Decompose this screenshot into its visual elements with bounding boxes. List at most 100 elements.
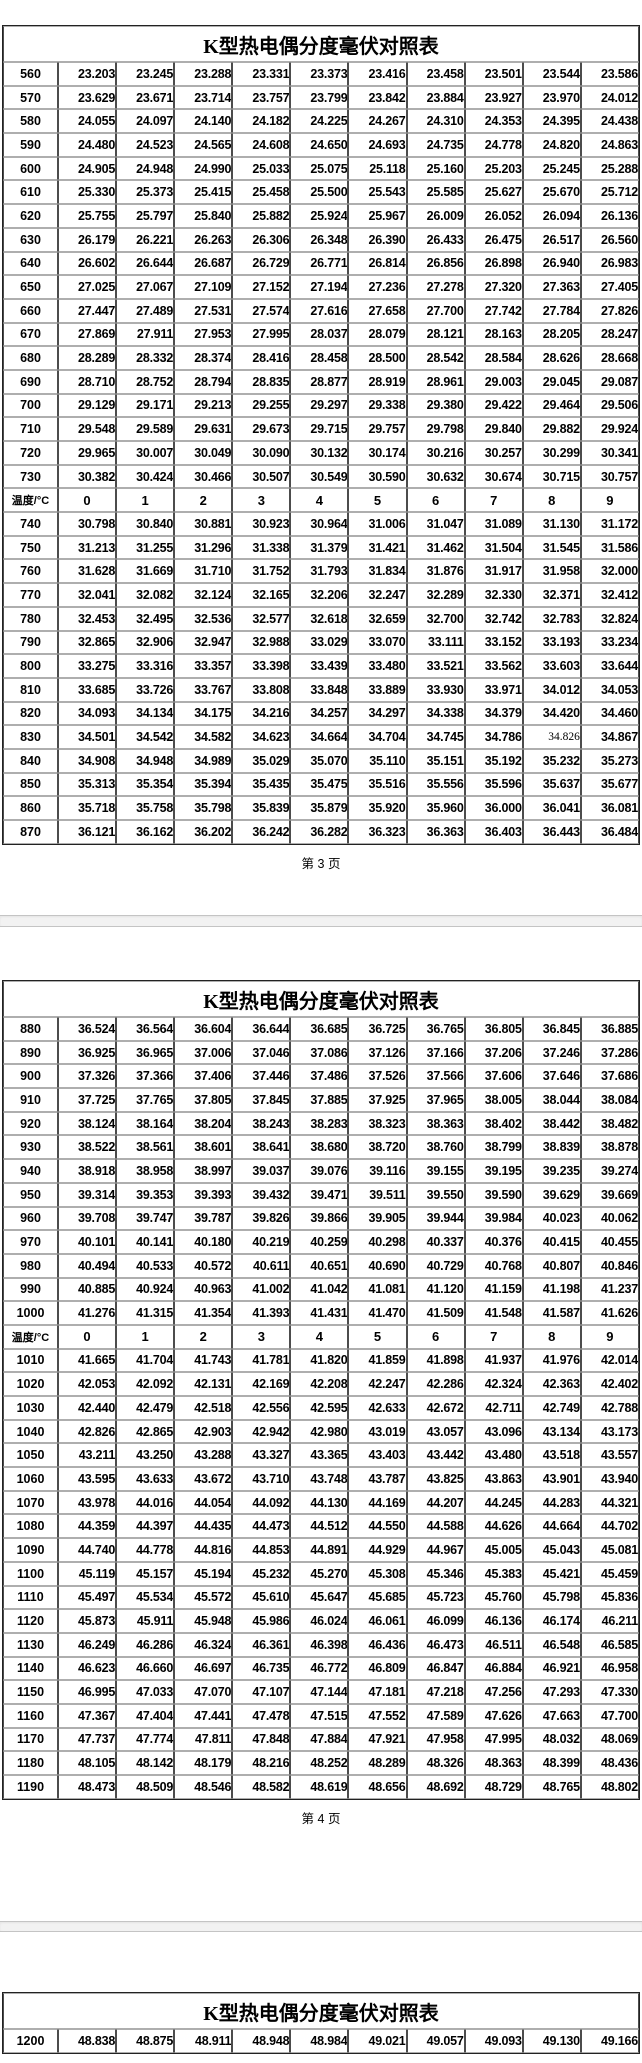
value-cell: 42.556 (232, 1396, 291, 1420)
value-cell: 45.270 (290, 1561, 349, 1586)
value-cell: 47.107 (232, 1680, 291, 1704)
value-cell: 36.925 (58, 1040, 117, 1065)
value-cell: 27.405 (580, 275, 639, 299)
value-cell: 40.768 (464, 1253, 523, 1278)
value-cell: 41.276 (58, 1301, 117, 1325)
value-cell: 35.839 (232, 796, 291, 820)
temperature-cell: 1070 (3, 1490, 58, 1515)
value-cell: 30.090 (232, 441, 291, 465)
value-cell: 33.193 (522, 630, 581, 655)
value-cell: 30.424 (116, 464, 175, 489)
value-cell: 27.826 (580, 298, 639, 323)
value-cell: 40.376 (464, 1230, 523, 1254)
value-cell: 30.632 (406, 464, 465, 489)
value-cell: 37.805 (174, 1088, 233, 1112)
value-cell: 34.745 (406, 725, 465, 749)
document-page-3: K型热电偶分度毫伏对照表 560 23.203 23.245 23.288 23.331 2… (0, 0, 642, 915)
digit-header-cell: 0 (58, 1324, 117, 1349)
value-cell: 39.826 (232, 1206, 291, 1231)
value-cell: 35.556 (406, 772, 465, 797)
temperature-cell: 710 (3, 417, 58, 441)
value-cell: 34.175 (174, 701, 233, 726)
table-row: 1160 47.367 47.404 47.441 47.478 47.515 47.552… (3, 1703, 639, 1728)
value-cell: 32.041 (58, 583, 117, 607)
value-cell: 34.867 (580, 725, 639, 749)
value-cell: 43.633 (116, 1467, 175, 1491)
value-cell: 35.273 (580, 748, 639, 773)
value-cell: 34.297 (348, 701, 407, 726)
value-cell: 28.626 (522, 346, 581, 370)
table-row: 910 37.725 37.765 37.805 37.845 37.885 37.925 3… (3, 1088, 639, 1112)
table-row: 960 39.708 39.747 39.787 39.826 39.866 39.905 3… (3, 1206, 639, 1231)
temperature-cell: 980 (3, 1253, 58, 1278)
value-cell: 35.354 (116, 772, 175, 797)
value-cell: 47.626 (464, 1703, 523, 1728)
value-cell: 28.247 (580, 322, 639, 347)
temperature-cell: 640 (3, 251, 58, 276)
temperature-cell: 1140 (3, 1656, 58, 1681)
value-cell: 32.988 (232, 630, 291, 655)
thermocouple-table: K型热电偶分度毫伏对照表 560 23.203 23.245 23.288 23.331 2… (2, 25, 640, 845)
value-cell: 43.442 (406, 1443, 465, 1468)
value-cell: 49.021 (348, 2029, 407, 2053)
value-cell: 46.847 (406, 1656, 465, 1681)
value-cell: 45.005 (464, 1538, 523, 1562)
value-cell: 39.669 (580, 1182, 639, 1207)
value-cell: 45.685 (348, 1585, 407, 1610)
temperature-cell: 990 (3, 1277, 58, 1302)
value-cell: 27.278 (406, 275, 465, 299)
temperature-cell: 700 (3, 393, 58, 418)
value-cell: 29.464 (522, 393, 581, 418)
value-cell: 43.978 (58, 1490, 117, 1515)
value-cell: 45.421 (522, 1561, 581, 1586)
value-cell: 23.799 (290, 85, 349, 110)
value-cell: 44.092 (232, 1490, 291, 1515)
value-cell: 25.033 (232, 156, 291, 181)
value-cell: 45.723 (406, 1585, 465, 1610)
value-cell: 42.169 (232, 1372, 291, 1396)
value-cell: 30.549 (290, 464, 349, 489)
value-cell: 47.033 (116, 1680, 175, 1704)
value-cell: 31.545 (522, 535, 581, 560)
value-cell: 26.094 (522, 204, 581, 228)
value-cell: 31.172 (580, 512, 639, 536)
value-cell: 28.037 (290, 322, 349, 347)
value-cell: 32.906 (116, 630, 175, 655)
table-row: 850 35.313 35.354 35.394 35.435 35.475 35.516 3… (3, 772, 639, 797)
value-cell: 27.320 (464, 275, 523, 299)
value-cell: 45.572 (174, 1585, 233, 1610)
value-cell: 41.081 (348, 1277, 407, 1302)
value-cell: 33.152 (464, 630, 523, 655)
value-cell: 27.616 (290, 298, 349, 323)
value-cell: 37.406 (174, 1064, 233, 1089)
value-cell: 48.546 (174, 1775, 233, 1799)
value-cell: 38.283 (290, 1111, 349, 1136)
value-cell: 47.589 (406, 1703, 465, 1728)
value-cell: 46.174 (522, 1609, 581, 1633)
value-cell: 35.313 (58, 772, 117, 797)
value-cell: 37.606 (464, 1064, 523, 1089)
value-cell: 30.881 (174, 512, 233, 536)
value-cell: 47.700 (580, 1703, 639, 1728)
temperature-cell: 1010 (3, 1348, 58, 1373)
value-cell: 24.480 (58, 133, 117, 157)
value-cell: 48.911 (174, 2029, 233, 2053)
value-cell: 31.504 (464, 535, 523, 560)
value-cell: 39.629 (522, 1182, 581, 1207)
table-row: 670 27.869 27.911 27.953 27.995 28.037 28.079 2… (3, 322, 639, 347)
value-cell: 38.442 (522, 1111, 581, 1136)
value-cell: 25.840 (174, 204, 233, 228)
value-cell: 27.531 (174, 298, 233, 323)
value-cell: 24.608 (232, 133, 291, 157)
value-cell: 28.542 (406, 346, 465, 370)
value-cell: 40.180 (174, 1230, 233, 1254)
value-cell: 46.398 (290, 1632, 349, 1657)
value-cell: 28.416 (232, 346, 291, 370)
value-cell: 43.595 (58, 1467, 117, 1491)
table-row: 740 30.798 30.840 30.881 30.923 30.964 31.006 3… (3, 512, 639, 536)
value-cell: 25.712 (580, 180, 639, 205)
value-cell: 23.203 (58, 62, 117, 86)
value-cell: 33.029 (290, 630, 349, 655)
temperature-cell: 580 (3, 109, 58, 134)
digit-header-cell: 3 (232, 488, 291, 513)
